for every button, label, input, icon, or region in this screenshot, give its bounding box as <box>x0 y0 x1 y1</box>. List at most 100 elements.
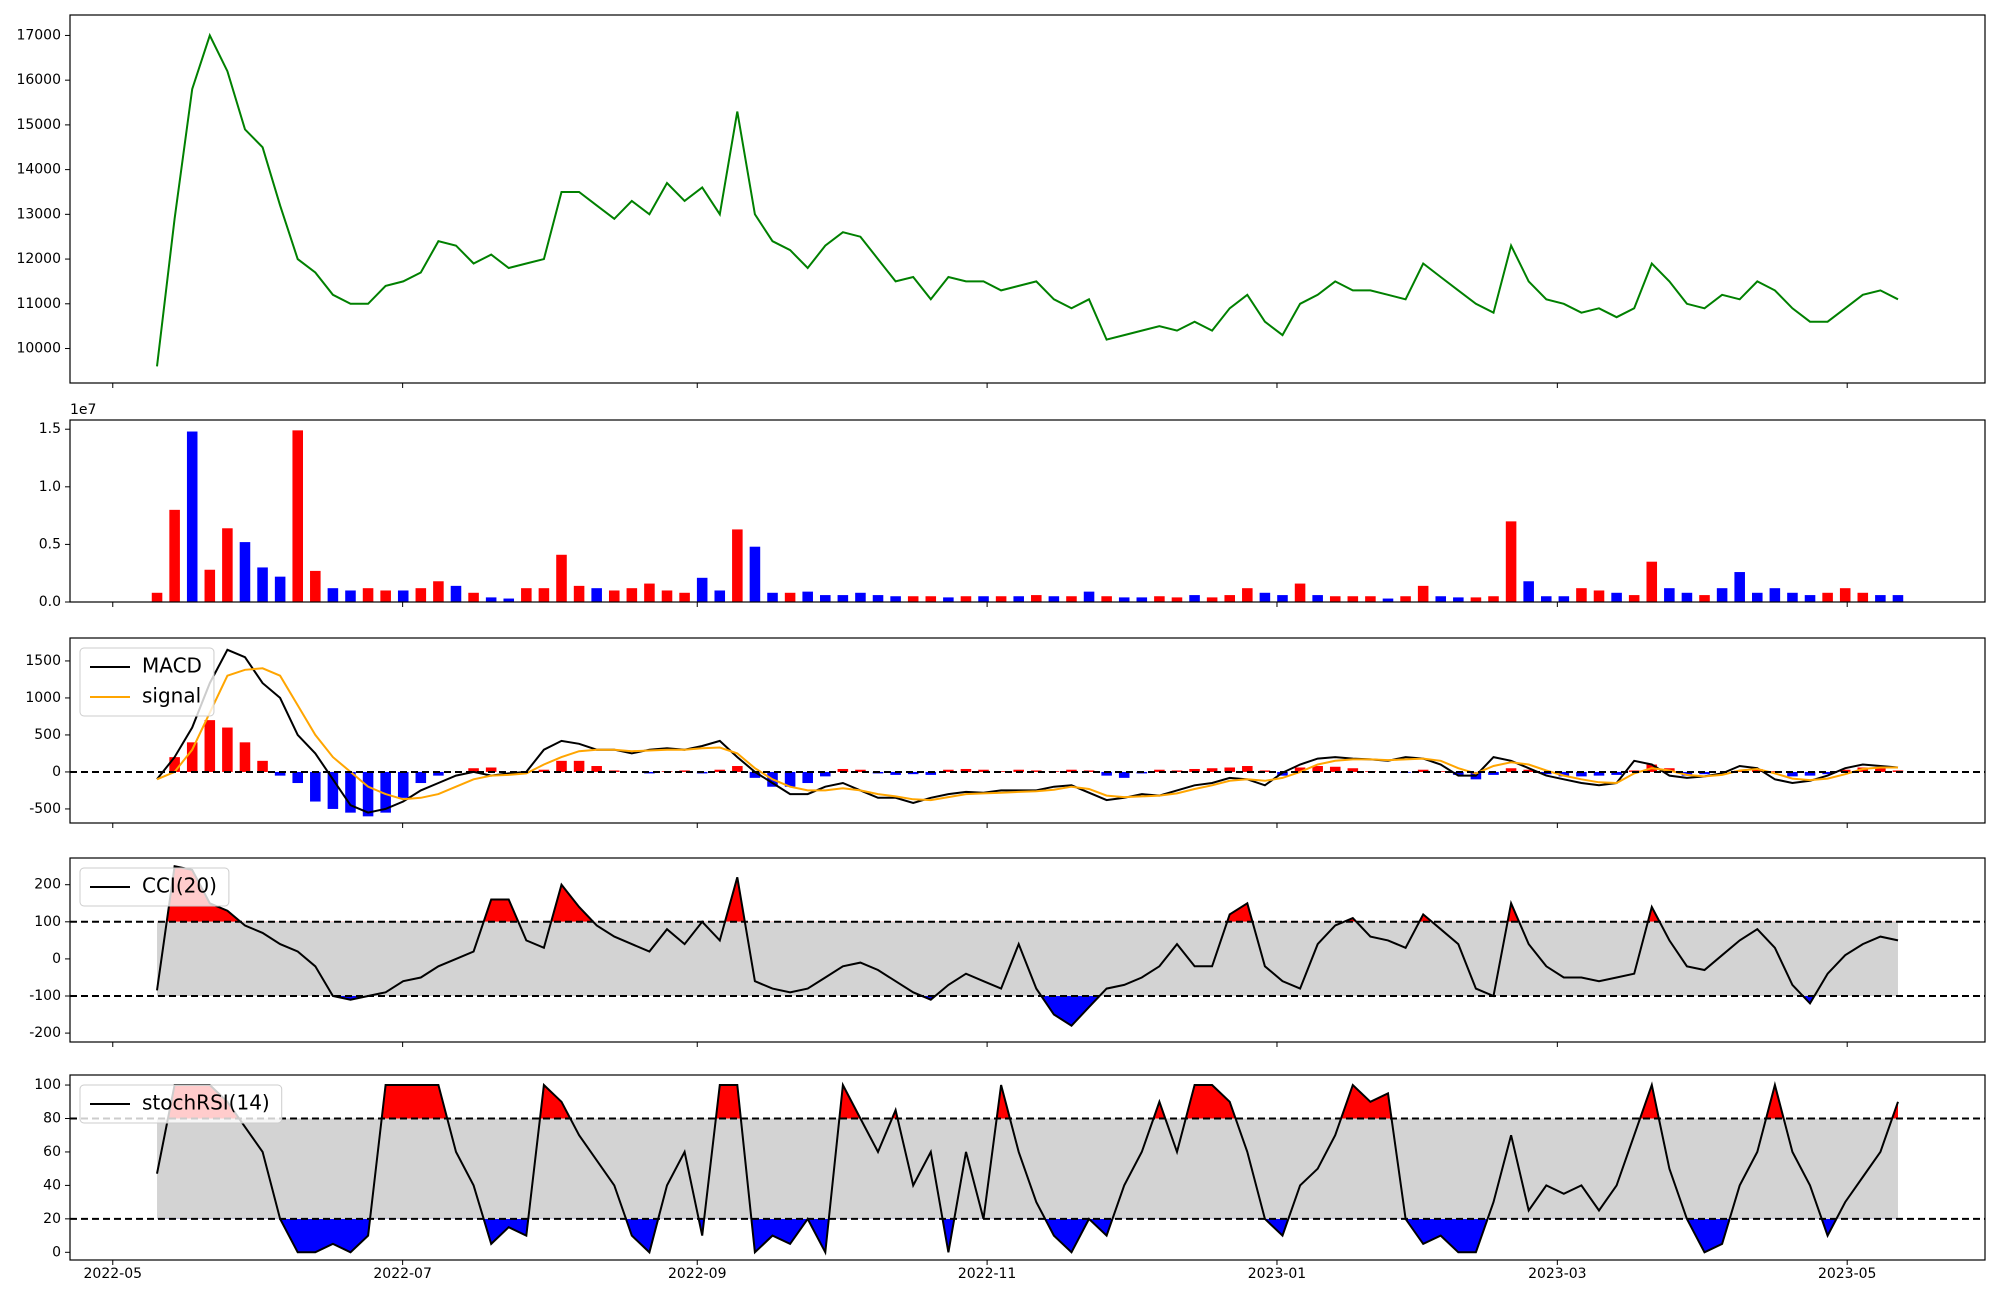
histogram-bar <box>1787 771 1798 777</box>
histogram-bar <box>1540 771 1552 775</box>
y-tick-label: 0 <box>52 764 61 780</box>
volume-bar <box>380 590 391 602</box>
y-tick-label: 100 <box>34 914 61 930</box>
volume-bar <box>450 585 462 602</box>
legend-box <box>79 867 230 907</box>
histogram-bar <box>1681 771 1693 776</box>
histogram-bar <box>644 771 655 774</box>
volume-bar <box>345 590 356 602</box>
volume-bar <box>1857 592 1869 602</box>
volume-bar <box>943 597 954 602</box>
histogram-bar <box>239 742 251 772</box>
volume-bar <box>1716 588 1728 602</box>
axes-frame <box>69 14 1986 384</box>
histogram-bar <box>1329 766 1341 772</box>
histogram-bar <box>925 771 937 775</box>
y-tick-label: 10000 <box>16 341 61 357</box>
volume-bar <box>644 583 655 602</box>
histogram-bar <box>819 771 831 777</box>
volume-bar <box>802 591 813 602</box>
volume-bar <box>1769 588 1781 602</box>
band-fill <box>157 1118 1898 1219</box>
volume-bar <box>1646 561 1658 602</box>
histogram-bar <box>222 727 233 772</box>
volume-bar <box>538 588 550 602</box>
legend-label: stochRSI(14) <box>142 1091 270 1115</box>
indicator-line <box>156 648 1899 814</box>
volume-bar <box>257 567 268 602</box>
histogram-bar <box>1118 771 1130 778</box>
histogram-bar <box>1154 769 1165 772</box>
histogram-bar <box>1206 768 1218 772</box>
x-tick-label: 2022-09 <box>668 1266 727 1282</box>
volume-bar <box>1839 588 1851 602</box>
histogram-bar <box>538 769 550 772</box>
volume-bar <box>274 576 286 602</box>
histogram-bar <box>837 768 849 772</box>
volume-bar <box>1875 595 1886 602</box>
volume-bar <box>1224 595 1236 602</box>
legend-label: signal <box>142 684 201 708</box>
histogram-bar <box>1593 771 1605 776</box>
volume-bar <box>292 430 304 602</box>
volume-bar <box>1453 597 1464 602</box>
x-tick-label: 2023-03 <box>1528 1266 1587 1282</box>
y-tick-label: 500 <box>34 727 61 743</box>
histogram-bar <box>1576 771 1587 777</box>
histogram-bar <box>310 771 321 802</box>
histogram-bar <box>1242 766 1253 772</box>
histogram-bar <box>591 766 602 772</box>
histogram-bar <box>1505 768 1517 772</box>
volume-bar <box>1628 595 1640 602</box>
histogram-bar <box>714 769 726 772</box>
y-tick-label: 1.0 <box>39 479 61 495</box>
y-tick-label: 1.5 <box>39 421 61 437</box>
volume-bar <box>749 546 761 602</box>
volume-bar <box>1013 596 1024 602</box>
histogram-bar <box>1031 770 1042 772</box>
y-tick-label: 1000 <box>25 690 61 706</box>
axes-frame <box>69 637 1986 824</box>
volume-bar <box>222 528 233 602</box>
histogram-bar <box>1101 771 1112 776</box>
x-tick-label: 2022-07 <box>373 1266 432 1282</box>
volume-bar <box>1699 595 1710 602</box>
indicator-line <box>156 865 1899 1027</box>
volume-bar <box>1593 590 1605 602</box>
y-tick-label: 16000 <box>16 72 61 88</box>
histogram-bar <box>907 771 919 775</box>
histogram-bar <box>257 760 268 772</box>
histogram-bar <box>1804 771 1816 776</box>
x-tick-label: 2022-05 <box>84 1266 143 1282</box>
volume-bar <box>1804 595 1816 602</box>
histogram-bar <box>380 771 391 813</box>
volume-bar <box>679 592 690 602</box>
volume-bar <box>960 596 972 602</box>
volume-bar <box>433 581 444 602</box>
axes-frame <box>69 419 1986 603</box>
axes-frame <box>69 857 1986 1043</box>
volume-bar <box>1242 588 1253 602</box>
histogram-bar <box>556 760 567 772</box>
histogram-bar <box>1066 769 1077 772</box>
volume-bar <box>1540 596 1552 602</box>
y-tick-label: -100 <box>29 988 61 1004</box>
volume-bar <box>1505 521 1517 602</box>
volume-bar <box>1154 596 1165 602</box>
y-tick-label: 20 <box>43 1211 61 1227</box>
legend-box <box>79 647 215 717</box>
y-tick-label: 0.5 <box>39 536 61 552</box>
histogram-bar <box>855 769 866 772</box>
histogram-bar <box>292 771 304 784</box>
histogram-bar <box>732 766 743 772</box>
volume-bar <box>1259 592 1271 602</box>
y-tick-label: 14000 <box>16 162 61 178</box>
histogram-bar <box>995 771 1007 772</box>
offset-label: 1e7 <box>70 402 96 418</box>
volume-bar <box>1312 595 1323 602</box>
volume-bar <box>1277 595 1288 602</box>
volume-bar <box>714 590 726 602</box>
histogram-bar <box>169 757 180 772</box>
histogram-bar <box>960 768 972 772</box>
